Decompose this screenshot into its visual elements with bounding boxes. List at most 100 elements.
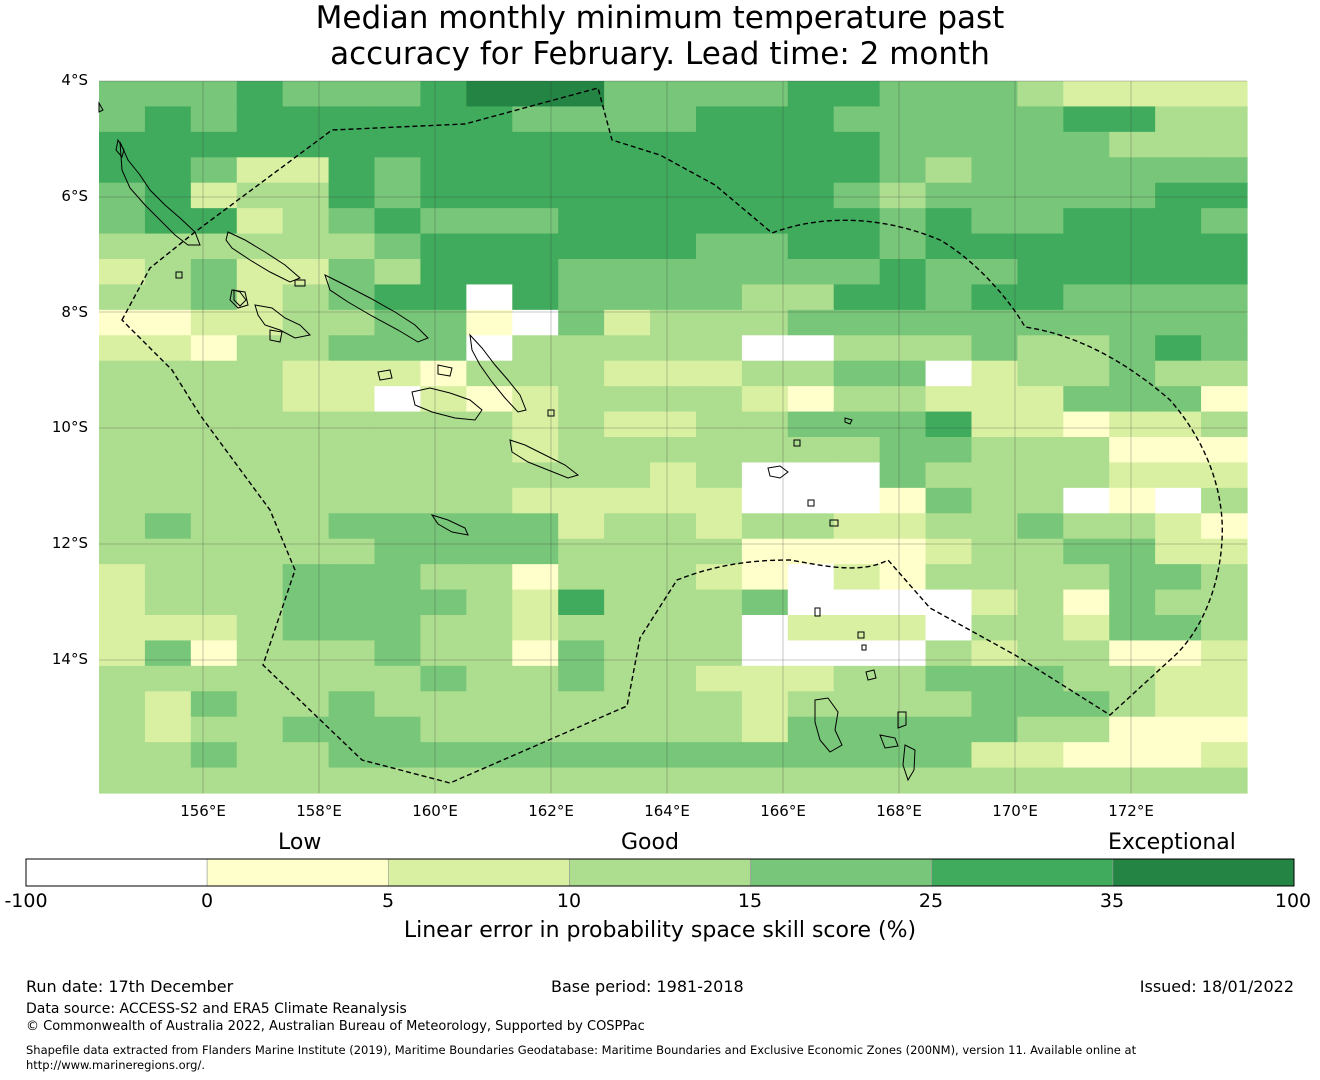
grid-cell bbox=[1109, 691, 1156, 718]
grid-cell bbox=[971, 640, 1018, 667]
grid-cell bbox=[925, 513, 973, 540]
graticule bbox=[99, 80, 1247, 793]
grid-cell bbox=[558, 157, 605, 184]
grid-cell bbox=[971, 106, 1018, 133]
grid-cell bbox=[328, 81, 376, 108]
grid-cell bbox=[604, 106, 651, 133]
grid-cell bbox=[512, 335, 559, 362]
grid-cell bbox=[650, 335, 697, 362]
lon-label: 170°E bbox=[992, 802, 1038, 820]
grid-cell bbox=[558, 182, 605, 209]
grid-cell bbox=[420, 81, 467, 108]
grid-cell bbox=[328, 360, 376, 387]
grid-cell bbox=[1155, 182, 1202, 209]
grid-cell bbox=[558, 131, 605, 158]
grid-cell bbox=[1155, 640, 1202, 667]
grid-cell bbox=[650, 640, 697, 667]
grid-cell bbox=[925, 106, 973, 133]
grid-cell bbox=[236, 360, 284, 387]
grid-cell bbox=[328, 615, 376, 642]
grid-cell bbox=[1063, 437, 1110, 464]
grid-cell bbox=[328, 513, 376, 540]
grid-cell bbox=[144, 360, 192, 387]
grid-cell bbox=[512, 665, 559, 692]
grid-cell bbox=[1201, 665, 1248, 692]
lat-label: 4°S bbox=[61, 71, 88, 89]
grid-cell bbox=[190, 437, 238, 464]
grid-cell bbox=[1155, 564, 1202, 591]
grid-cell bbox=[787, 106, 835, 133]
grid-cell bbox=[236, 665, 284, 692]
grid-cell bbox=[1201, 742, 1248, 769]
grid-cell bbox=[925, 589, 973, 616]
grid-cell bbox=[190, 259, 238, 286]
grid-cell bbox=[1109, 182, 1156, 209]
grid-cell bbox=[695, 716, 743, 743]
grid-cell bbox=[190, 386, 238, 413]
grid-cell bbox=[971, 462, 1018, 489]
grid-cell bbox=[741, 182, 789, 209]
grid-cell bbox=[604, 284, 651, 311]
grid-cell bbox=[650, 360, 697, 387]
island-santa-isabel bbox=[324, 274, 429, 343]
island-russell bbox=[377, 369, 393, 381]
grid-cell bbox=[604, 386, 651, 413]
grid-cell bbox=[650, 437, 697, 464]
grid-cell bbox=[558, 615, 605, 642]
marineregions-link[interactable]: http://www.marineregions.org/. bbox=[26, 1058, 205, 1072]
grid-cell bbox=[925, 157, 973, 184]
grid-cell bbox=[1063, 131, 1110, 158]
grid-cell bbox=[144, 665, 192, 692]
grid-cell bbox=[1063, 360, 1110, 387]
grid-cell bbox=[604, 640, 651, 667]
grid-cell bbox=[144, 309, 192, 336]
grid-cell bbox=[695, 462, 743, 489]
grid-cell bbox=[282, 259, 330, 286]
grid-cell bbox=[925, 665, 973, 692]
grid-cell bbox=[1017, 106, 1064, 133]
grid-cell bbox=[1201, 513, 1248, 540]
category-low-label: Low bbox=[278, 830, 322, 855]
grid-cell bbox=[971, 691, 1018, 718]
grid-cell bbox=[466, 157, 513, 184]
grid-cell bbox=[1017, 767, 1064, 794]
grid-cell bbox=[420, 157, 467, 184]
grid-cell bbox=[236, 742, 284, 769]
grid-cell bbox=[282, 233, 330, 260]
grid-cell bbox=[833, 81, 881, 108]
grid-cell bbox=[695, 182, 743, 209]
grid-cell bbox=[741, 411, 789, 438]
grid-cell bbox=[650, 81, 697, 108]
grid-cell bbox=[1063, 691, 1110, 718]
grid-cell bbox=[833, 335, 881, 362]
grid-cell bbox=[466, 309, 513, 336]
grid-cell bbox=[236, 208, 284, 235]
grid-cell bbox=[1063, 589, 1110, 616]
grid-cell bbox=[879, 360, 927, 387]
grid-cell bbox=[1017, 157, 1064, 184]
grid-cell bbox=[420, 360, 467, 387]
grid-cell bbox=[1201, 208, 1248, 235]
grid-cell bbox=[1109, 665, 1156, 692]
grid-cell bbox=[236, 106, 284, 133]
colorbar-tick: 5 bbox=[381, 890, 395, 912]
grid-cell bbox=[328, 131, 376, 158]
grid-cell bbox=[925, 487, 973, 514]
shapefile-credit: Shapefile data extracted from Flanders M… bbox=[26, 1043, 1137, 1057]
grid-cell bbox=[695, 131, 743, 158]
grid-cell bbox=[1201, 131, 1248, 158]
grid-cell bbox=[695, 487, 743, 514]
colorbar-segment bbox=[931, 858, 1114, 887]
colorbar-segment bbox=[750, 858, 933, 887]
grid-cell bbox=[879, 309, 927, 336]
grid-cell bbox=[374, 411, 422, 438]
island-buka bbox=[115, 138, 125, 159]
island-small-5 bbox=[793, 439, 801, 447]
grid-cell bbox=[99, 284, 146, 311]
grid-cell bbox=[1017, 615, 1064, 642]
grid-cell bbox=[1109, 157, 1156, 184]
grid-cell bbox=[650, 665, 697, 692]
title-line-2: accuracy for February. Lead time: 2 mont… bbox=[330, 36, 990, 72]
grid-cell bbox=[650, 386, 697, 413]
grid-cell bbox=[1109, 131, 1156, 158]
